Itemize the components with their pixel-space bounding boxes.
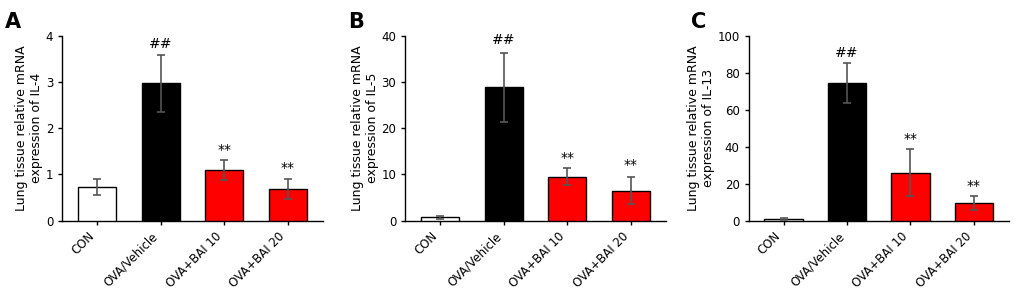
Bar — [891, 172, 928, 221]
Bar — [954, 203, 993, 221]
Bar — [484, 88, 523, 221]
Text: **: ** — [903, 132, 916, 146]
Text: ##: ## — [149, 36, 172, 51]
Bar — [548, 177, 586, 221]
Text: **: ** — [559, 151, 574, 165]
Bar — [205, 170, 243, 221]
Bar — [763, 219, 802, 221]
Bar — [78, 187, 116, 221]
Bar — [142, 83, 179, 221]
Text: **: ** — [966, 179, 980, 193]
Bar — [827, 83, 865, 221]
Y-axis label: Lung tissue relative mRNA
expression of IL-4: Lung tissue relative mRNA expression of … — [15, 45, 43, 211]
Text: B: B — [347, 12, 364, 32]
Bar — [611, 191, 649, 221]
Text: **: ** — [217, 143, 231, 157]
Text: ##: ## — [835, 46, 858, 60]
Bar — [268, 189, 307, 221]
Text: **: ** — [624, 158, 637, 172]
Text: C: C — [691, 12, 706, 32]
Text: **: ** — [280, 161, 294, 175]
Y-axis label: Lung tissue relative mRNA
expression of IL-13: Lung tissue relative mRNA expression of … — [686, 45, 714, 211]
Text: A: A — [5, 12, 21, 32]
Y-axis label: Lung tissue relative mRNA
expression of IL-5: Lung tissue relative mRNA expression of … — [351, 45, 378, 211]
Text: ##: ## — [491, 33, 515, 47]
Bar — [421, 217, 459, 221]
